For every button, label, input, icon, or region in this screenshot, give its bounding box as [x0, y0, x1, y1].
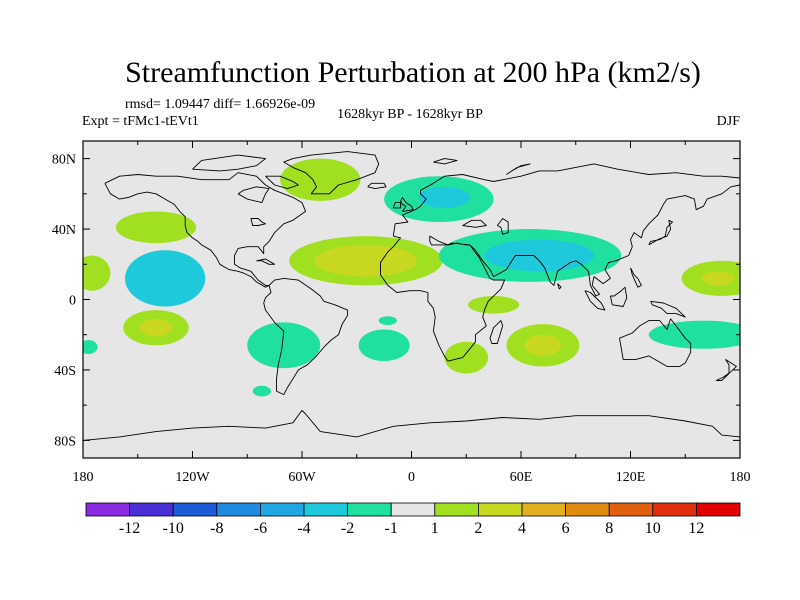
colorbar-label: -12 — [119, 520, 140, 537]
field-atlantic-yellow-core — [314, 244, 417, 277]
coast-australia — [619, 318, 692, 367]
colorbar-label: 4 — [518, 520, 526, 537]
colorbar-swatch — [390, 502, 436, 517]
coast-canadian-arctic — [192, 154, 266, 172]
field-sw-pacific-core — [139, 318, 173, 337]
colorbar-swatch — [696, 502, 741, 517]
coast-svalbard — [433, 158, 458, 165]
colorbar-swatch — [347, 502, 392, 517]
coast-new-zealand — [715, 359, 737, 381]
field-madagascar-green — [468, 295, 520, 314]
colorbar-swatch — [216, 502, 261, 517]
colorbar-label: 8 — [605, 520, 613, 537]
colorbar-label: -1 — [385, 520, 398, 537]
colorbar-label: -10 — [163, 520, 184, 537]
colorbar-label: -2 — [341, 520, 354, 537]
colorbar-label: 2 — [474, 520, 482, 537]
x-tick-label: 180 — [73, 470, 94, 485]
colorbar-label: 10 — [645, 520, 661, 537]
coast-novaya-zemlya — [506, 163, 531, 175]
stats-text: rmsd= 1.09447 diff= 1.66926e-09 — [125, 97, 315, 112]
x-tick-label: 120E — [616, 470, 646, 485]
colorbar-swatch — [521, 502, 566, 517]
period-label: 1628kyr BP - 1628kyr BP — [337, 107, 483, 122]
colorbar-label: -6 — [254, 520, 267, 537]
field-asia-core — [484, 239, 594, 272]
coast-sri-lanka — [557, 283, 562, 290]
y-tick-label: 0 — [69, 294, 76, 309]
field-dateline-core — [701, 271, 735, 286]
x-tick-label: 0 — [408, 470, 415, 485]
coast-ireland — [392, 202, 402, 209]
colorbar-swatch — [303, 502, 348, 517]
field-nw-america-green — [115, 211, 197, 244]
coast-british-isles — [400, 196, 414, 212]
colorbar-swatch — [652, 502, 697, 517]
coast-sumatra — [584, 290, 606, 311]
colorbar-swatch — [85, 502, 130, 517]
x-tick-label: 60W — [288, 470, 316, 485]
field-east-pacific-teal-small — [83, 340, 98, 355]
experiment-label: Expt = tFMc1-tEVt1 — [82, 114, 199, 129]
y-tick-label: 40N — [52, 223, 76, 238]
chart-title: Streamfunction Perturbation at 200 hPa (… — [125, 56, 701, 89]
coast-south-america — [263, 277, 349, 396]
colorbar-label: 1 — [431, 520, 439, 537]
field-africa-green — [444, 341, 489, 374]
colorbar-swatch — [172, 502, 218, 517]
field-central-atlantic-teal — [378, 316, 397, 326]
coast-new-guinea — [650, 300, 686, 318]
colorbar-label: 12 — [688, 520, 704, 537]
field-layer — [83, 158, 740, 397]
season-label: DJF — [717, 114, 741, 129]
colorbar-label: 6 — [562, 520, 570, 537]
coast-madagascar — [489, 320, 504, 344]
field-west-pacific-green — [83, 255, 111, 291]
field-north-atlantic-green — [280, 158, 361, 201]
y-tick-label: 80N — [52, 153, 76, 168]
colorbar-label: -8 — [210, 520, 223, 537]
colorbar: -12 -10 -8 -6 -4 -2 -1 1 2 4 6 8 10 12 — [85, 502, 741, 537]
field-south-america-teal — [247, 322, 321, 369]
field-south-america-teal-small — [252, 385, 271, 397]
coast-black-sea — [462, 219, 487, 228]
axis-ticks: 180 120W 60W 0 60E 120E 180 80N 40N 0 40S 80S — [52, 141, 751, 485]
coast-iceland — [367, 182, 387, 190]
field-australia-teal — [648, 320, 740, 349]
y-tick-label: 80S — [54, 434, 76, 449]
coast-japan — [648, 219, 673, 246]
field-south-atlantic-teal — [358, 329, 410, 362]
coast-antarctica — [83, 409, 740, 441]
coast-hudson-bay — [237, 186, 270, 204]
colorbar-swatch — [129, 502, 174, 517]
coastline-layer — [83, 151, 740, 441]
coast-caspian-sea — [496, 218, 509, 235]
x-tick-label: 180 — [730, 470, 751, 485]
coast-baffin-island — [265, 175, 299, 190]
field-europe-core — [418, 186, 470, 208]
coast-borneo — [609, 286, 628, 307]
colorbar-swatch — [608, 502, 654, 517]
field-indian-ocean-core — [524, 334, 562, 356]
colorbar-swatch — [565, 502, 610, 517]
x-tick-label: 120W — [175, 470, 210, 485]
colorbar-swatch — [434, 502, 479, 517]
colorbar-label: -4 — [297, 520, 310, 537]
coast-great-lakes — [250, 218, 266, 226]
x-tick-label: 60E — [510, 470, 533, 485]
coast-north-america — [104, 172, 307, 288]
coast-cuba — [256, 258, 276, 265]
coast-eurasia-africa — [380, 163, 740, 362]
colorbar-swatch — [259, 502, 305, 517]
colorbar-swatch — [477, 502, 523, 517]
field-east-pacific-core — [148, 258, 193, 295]
y-tick-label: 40S — [54, 364, 76, 379]
coast-greenland — [283, 151, 380, 195]
coast-philippines — [630, 267, 642, 288]
